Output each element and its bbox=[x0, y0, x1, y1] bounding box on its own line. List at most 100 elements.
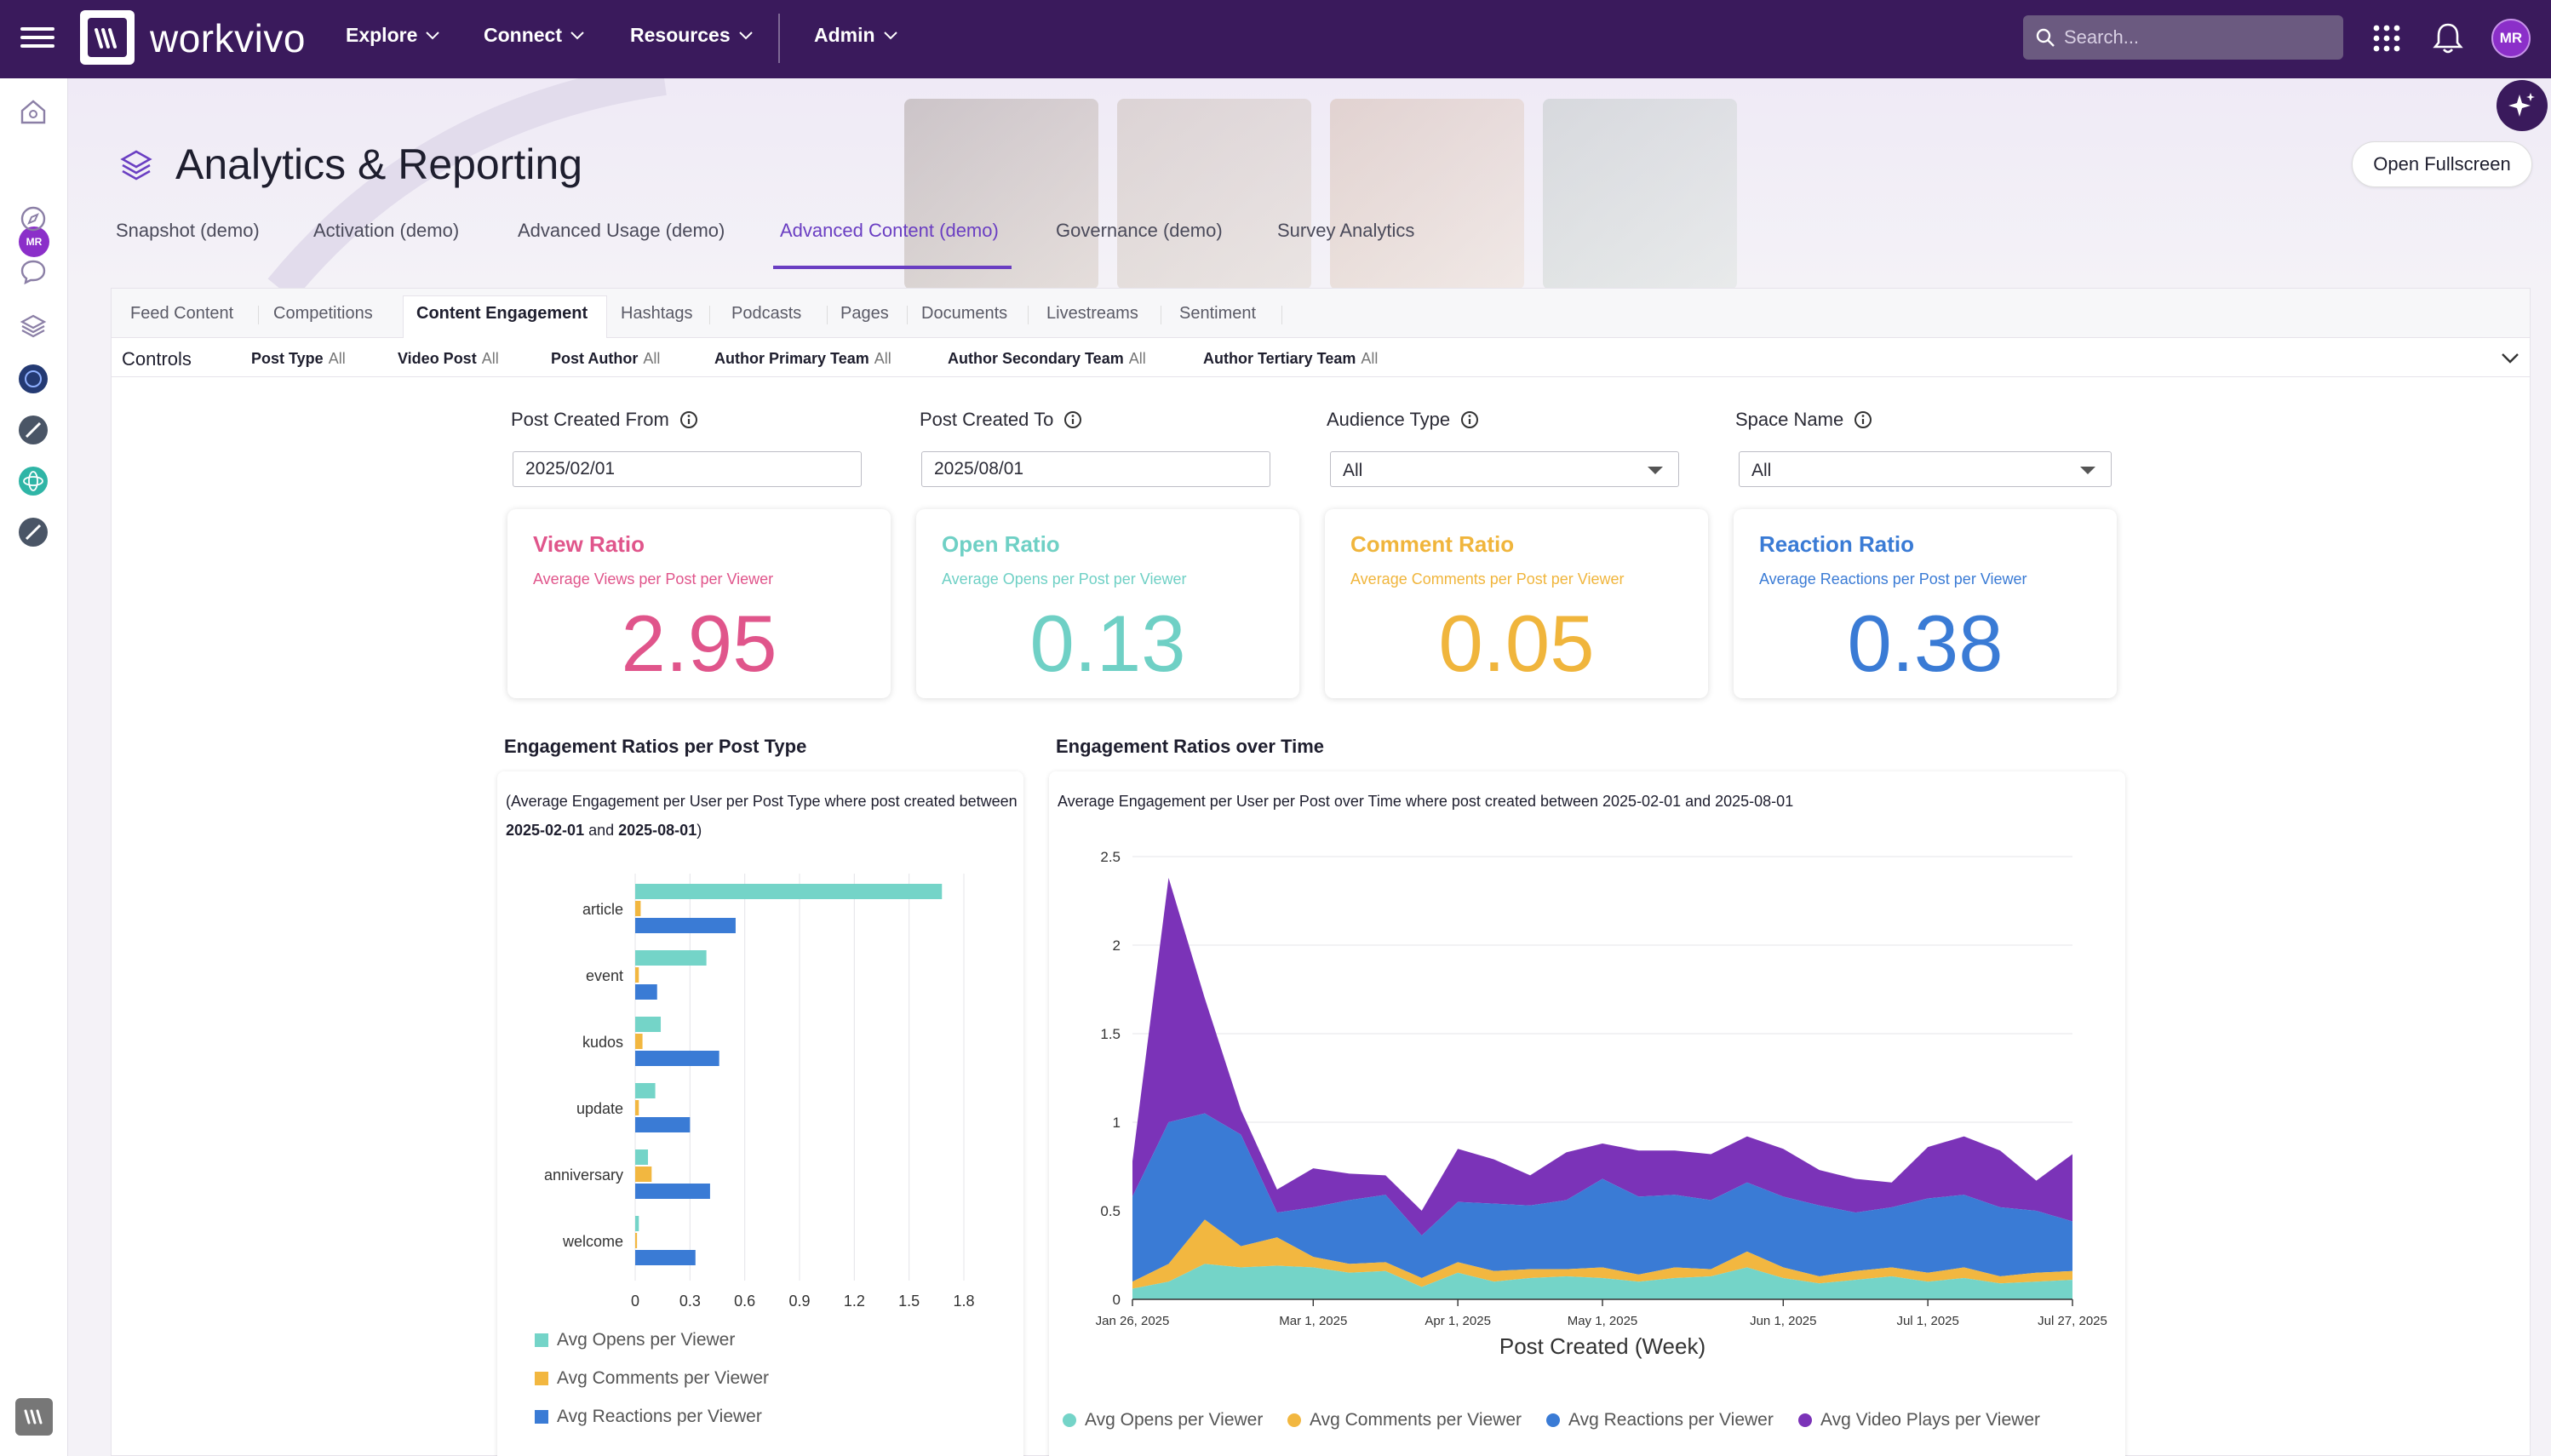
nav-connect[interactable]: Connect bbox=[484, 24, 584, 47]
info-icon[interactable] bbox=[679, 410, 698, 429]
page-title: Analytics & Reporting bbox=[175, 140, 583, 188]
bar bbox=[635, 1184, 710, 1199]
legend-item[interactable]: Avg Opens per Viewer bbox=[535, 1330, 735, 1350]
search-box[interactable] bbox=[2023, 15, 2343, 60]
x-tick-label: 1.5 bbox=[898, 1293, 920, 1310]
post-created-from-input[interactable] bbox=[513, 451, 862, 487]
y-tick-label: 2 bbox=[1113, 937, 1121, 954]
subtab-divider bbox=[1281, 306, 1282, 324]
tab-advanced-usage[interactable]: Advanced Usage (demo) bbox=[518, 220, 725, 241]
subtab-content-engagement[interactable]: Content Engagement bbox=[416, 304, 588, 323]
nav-resources-label: Resources bbox=[630, 24, 731, 46]
x-tick-label: 0.9 bbox=[788, 1293, 810, 1310]
apps-grid-icon[interactable] bbox=[2365, 17, 2408, 60]
subtab-competitions[interactable]: Competitions bbox=[273, 304, 373, 323]
space-app-icon[interactable] bbox=[17, 363, 49, 395]
filter-created-from-label: Post Created From bbox=[511, 409, 698, 431]
area-series bbox=[1132, 877, 2072, 1236]
y-tick-label: 2.5 bbox=[1100, 849, 1121, 865]
desc-suffix: ) bbox=[697, 822, 702, 839]
control-post-type[interactable]: Post Type All bbox=[251, 350, 346, 368]
legend-item[interactable]: Avg Video Plays per Viewer bbox=[1798, 1410, 2040, 1430]
legend-label: Avg Video Plays per Viewer bbox=[1820, 1410, 2040, 1430]
home-icon[interactable] bbox=[17, 95, 49, 128]
open-fullscreen-button[interactable]: Open Fullscreen bbox=[2352, 141, 2532, 187]
legend-item[interactable]: Avg Reactions per Viewer bbox=[535, 1407, 762, 1427]
control-post-author[interactable]: Post Author All bbox=[551, 350, 660, 368]
audience-type-select[interactable]: All bbox=[1330, 451, 1679, 487]
subtab-podcasts[interactable]: Podcasts bbox=[731, 304, 802, 323]
kpi-title: Comment Ratio bbox=[1350, 531, 1515, 557]
workvivo-logo[interactable] bbox=[80, 10, 135, 65]
tab-activation[interactable]: Activation (demo) bbox=[313, 220, 460, 241]
search-input[interactable] bbox=[2064, 26, 2319, 49]
legend-swatch bbox=[535, 1333, 548, 1347]
filter-label-text: Space Name bbox=[1735, 409, 1844, 430]
x-tick-label: Apr 1, 2025 bbox=[1425, 1314, 1491, 1328]
info-icon[interactable] bbox=[1854, 410, 1872, 429]
tab-snapshot[interactable]: Snapshot (demo) bbox=[116, 220, 260, 241]
legend-item[interactable]: Avg Comments per Viewer bbox=[1287, 1410, 1522, 1430]
control-author-tertiary-team[interactable]: Author Tertiary Team All bbox=[1203, 350, 1378, 368]
control-value: All bbox=[1128, 350, 1146, 367]
nav-admin[interactable]: Admin bbox=[814, 24, 897, 47]
dropdown-caret-icon bbox=[1648, 467, 1663, 474]
control-name: Author Primary Team bbox=[714, 350, 869, 367]
legend-label: Avg Comments per Viewer bbox=[1310, 1410, 1522, 1430]
compass-icon[interactable] bbox=[17, 203, 49, 235]
legend-label: Avg Opens per Viewer bbox=[1085, 1410, 1264, 1430]
ai-assistant-button[interactable] bbox=[2497, 80, 2548, 131]
search-icon bbox=[2036, 28, 2055, 47]
subtab-documents[interactable]: Documents bbox=[921, 304, 1008, 323]
x-tick-label: 1.8 bbox=[953, 1293, 974, 1310]
chart-title-post-type: Engagement Ratios per Post Type bbox=[504, 736, 807, 757]
layers-icon[interactable] bbox=[17, 310, 49, 342]
logo-mark-icon bbox=[88, 18, 127, 57]
bar bbox=[635, 884, 943, 899]
chevron-down-icon bbox=[883, 31, 897, 39]
control-video-post[interactable]: Video Post All bbox=[398, 350, 499, 368]
legend-item[interactable]: Avg Comments per Viewer bbox=[535, 1368, 769, 1389]
info-icon[interactable] bbox=[1460, 410, 1479, 429]
legend-swatch bbox=[1063, 1413, 1076, 1427]
legend-item[interactable]: Avg Opens per Viewer bbox=[1063, 1410, 1263, 1430]
kpi-subtitle: Average Views per Post per Viewer bbox=[533, 570, 774, 588]
bar bbox=[635, 901, 641, 916]
control-author-primary-team[interactable]: Author Primary Team All bbox=[714, 350, 891, 368]
chart-card-over-time: Average Engagement per User per Post ove… bbox=[1049, 771, 2125, 1456]
nav-connect-label: Connect bbox=[484, 24, 562, 46]
control-name: Author Secondary Team bbox=[948, 350, 1124, 367]
tab-survey-analytics[interactable]: Survey Analytics bbox=[1277, 220, 1415, 241]
legend-item[interactable]: Avg Reactions per Viewer bbox=[1546, 1410, 1774, 1430]
subtab-livestreams[interactable]: Livestreams bbox=[1046, 304, 1138, 323]
workvivo-mini-logo[interactable] bbox=[15, 1398, 53, 1436]
kpi-title: Reaction Ratio bbox=[1759, 531, 1915, 557]
chevron-down-icon[interactable] bbox=[2499, 347, 2521, 369]
space-name-select[interactable]: All bbox=[1739, 451, 2112, 487]
integration-app-icon[interactable] bbox=[17, 414, 49, 446]
chat-icon[interactable] bbox=[17, 255, 49, 288]
x-tick-label: 0.6 bbox=[734, 1293, 755, 1310]
nav-resources[interactable]: Resources bbox=[630, 24, 753, 47]
subtab-sentiment[interactable]: Sentiment bbox=[1179, 304, 1257, 323]
tab-advanced-content[interactable]: Advanced Content (demo) bbox=[780, 220, 999, 241]
user-avatar[interactable]: MR bbox=[2491, 19, 2531, 58]
tab-governance[interactable]: Governance (demo) bbox=[1056, 220, 1223, 241]
filter-space-name-label: Space Name bbox=[1735, 409, 1872, 431]
info-icon[interactable] bbox=[1063, 410, 1082, 429]
subtab-feed-content[interactable]: Feed Content bbox=[130, 304, 234, 323]
atom-app-icon[interactable] bbox=[17, 465, 49, 497]
post-created-to-input[interactable] bbox=[921, 451, 1270, 487]
tool-app-icon[interactable] bbox=[17, 516, 49, 548]
x-tick-label: Mar 1, 2025 bbox=[1279, 1314, 1347, 1328]
subtab-pages[interactable]: Pages bbox=[840, 304, 889, 323]
legend-swatch bbox=[535, 1372, 548, 1385]
sidebar-avatar[interactable]: MR bbox=[19, 226, 49, 257]
chart-description: Average Engagement per User per Post ove… bbox=[1058, 793, 1794, 810]
menu-icon[interactable] bbox=[20, 22, 54, 56]
nav-explore[interactable]: Explore bbox=[346, 24, 440, 47]
bar bbox=[635, 984, 657, 1000]
control-author-secondary-team[interactable]: Author Secondary Team All bbox=[948, 350, 1146, 368]
subtab-hashtags[interactable]: Hashtags bbox=[621, 304, 693, 323]
notifications-bell-icon[interactable] bbox=[2427, 17, 2469, 60]
